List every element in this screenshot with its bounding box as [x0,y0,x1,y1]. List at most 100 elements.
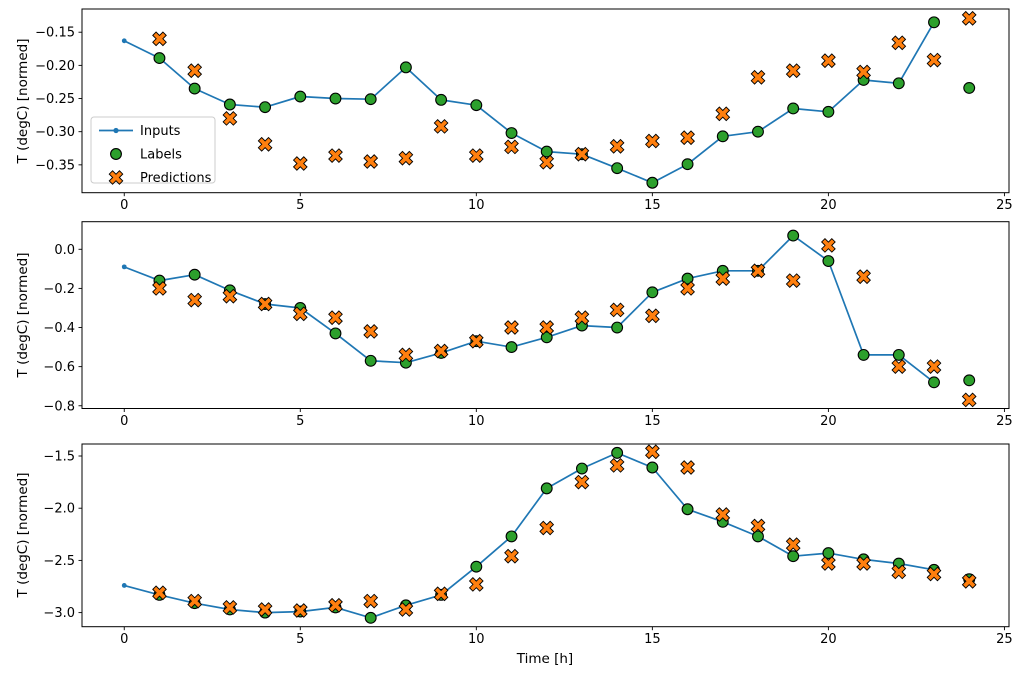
predictions-point [468,148,484,163]
labels-point [681,158,694,171]
labels-point [329,92,342,105]
predictions-point [398,602,414,617]
predictions-point [363,324,379,339]
x-tick-label: 20 [820,632,837,647]
y-tick-label: −0.20 [35,59,75,74]
predictions-point [926,359,942,374]
x-tick-label: 15 [644,198,661,213]
predictions-point [891,359,907,374]
predictions-point [821,53,836,69]
predictions-point [645,444,660,460]
predictions-point [187,63,203,79]
predictions-point [328,148,343,163]
labels-point [364,93,377,106]
labels-point [646,286,659,299]
predictions-point [292,306,308,322]
x-tick-label: 10 [468,632,485,647]
predictions-point [433,119,449,134]
predictions-point [257,136,273,152]
predictions-point [680,460,695,475]
predictions-point [222,111,238,126]
predictions-point [856,64,871,80]
predictions-point [433,343,449,359]
y-tick-label: −0.8 [43,399,75,414]
legend-x-sample [108,170,124,185]
predictions-point [539,154,555,170]
plot-frame [81,221,1010,409]
y-axis-label-bottom: T (degC) [normed] [15,473,31,599]
predictions-point [750,69,766,85]
predictions-point [961,392,977,408]
x-tick-label: 15 [644,414,661,429]
subplot-2: 0.0 −0.2 −0.4 −0.6 −0.8 0 5 10 15 20 25 [43,221,1013,429]
predictions-point [609,458,625,473]
predictions-point [715,507,731,522]
predictions-point [891,35,907,51]
y-tick-label: −0.25 [35,92,75,107]
predictions-point [574,474,590,490]
predictions-point [715,271,731,286]
legend-item-labels: Labels [110,148,182,163]
predictions-point [187,292,203,308]
labels-point [787,550,800,563]
predictions-point [539,520,555,536]
x-tick-label: 20 [820,414,837,429]
labels-point [787,229,800,242]
predictions-point [856,556,871,571]
predictions-point [292,156,308,171]
x-tick-label: 20 [820,198,837,213]
y-axis-label-middle: T (degC) [normed] [15,253,31,379]
x-tick-label: 0 [120,198,128,213]
labels-point [646,461,659,474]
labels-point [505,530,518,543]
predictions-point [715,106,731,122]
labels-point [259,101,272,114]
legend: Inputs Labels Predictions [90,116,216,186]
x-tick-label: 25 [996,198,1013,213]
predictions-point [222,600,238,615]
predictions-point [504,320,519,335]
labels-point [822,547,835,560]
predictions-point [961,573,977,589]
predictions-point [574,146,590,162]
predictions-point [680,130,695,146]
predictions-point [222,288,238,304]
labels-point [153,52,166,65]
predictions-point [152,31,167,47]
labels-point [928,376,940,389]
predictions-point [257,296,273,312]
predictions-point [926,566,942,582]
predictions-point [504,139,519,155]
x-tick-label: 0 [120,632,128,647]
labels-point [787,102,800,115]
predictions-point [363,593,379,609]
predictions-point [680,281,695,296]
y-tick-label: −0.6 [43,360,75,375]
predictions-point [750,263,766,279]
labels-point [963,81,976,94]
legend-item-inputs: Inputs [99,124,181,139]
predictions-point [328,597,343,613]
predictions-point [785,537,801,553]
labels-point [928,16,940,29]
x-axis-label: Time [h] [516,651,573,667]
subplot-3: −1.5 −2.0 −2.5 −3.0 0 5 10 15 20 25 [43,443,1013,647]
x-tick-label: 25 [996,632,1013,647]
predictions-point [328,310,343,326]
labels-point [611,162,624,175]
labels-point [963,374,976,387]
inputs-marker [121,264,127,270]
labels-point [540,482,553,495]
y-tick-label: −2.0 [43,502,75,517]
labels-point [611,321,624,334]
labels-point [505,341,518,354]
labels-point [364,354,377,367]
y-tick-label: −0.35 [35,158,75,173]
predictions-point [257,602,273,617]
predictions-point [785,63,801,79]
predictions-point [891,564,907,580]
labels-point [188,268,201,281]
labels-point [505,127,518,139]
predictions-point [609,138,625,154]
